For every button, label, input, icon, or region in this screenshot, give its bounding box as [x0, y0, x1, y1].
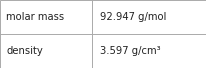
Text: 92.947 g/mol: 92.947 g/mol	[100, 12, 166, 22]
Text: molar mass: molar mass	[6, 12, 64, 22]
Text: density: density	[6, 46, 43, 56]
Text: 3.597 g/cm³: 3.597 g/cm³	[100, 46, 160, 56]
